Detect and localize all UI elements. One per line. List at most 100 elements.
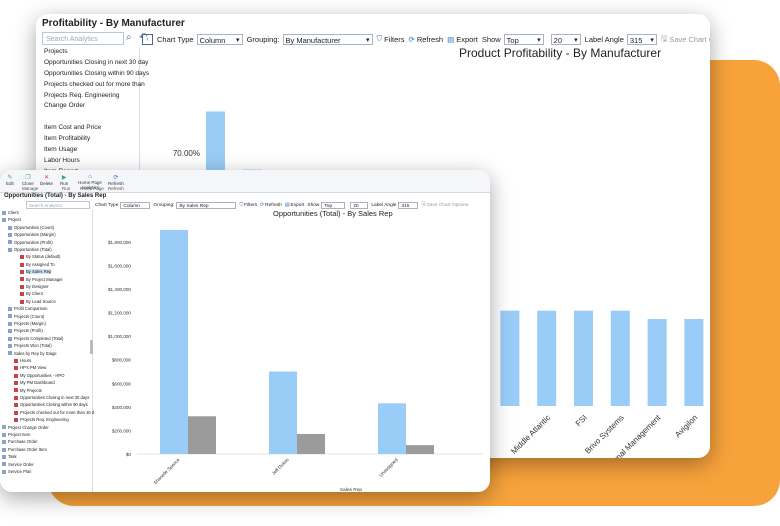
- edit-button[interactable]: ✎ Edit: [6, 175, 14, 186]
- tree-item[interactable]: Opportunities (Profit): [8, 240, 53, 246]
- chart-type-label: Chart Type: [95, 202, 119, 208]
- y-tick-label: $1,600,000: [108, 263, 131, 268]
- tree-item[interactable]: Sales by Rep by Stage: [8, 351, 57, 357]
- search-input[interactable]: Search Analytics: [26, 201, 90, 209]
- tree-item[interactable]: Profit Comparison: [8, 306, 48, 312]
- search-input[interactable]: Search Analytics: [42, 32, 124, 45]
- save-icon[interactable]: 🖫: [421, 202, 426, 207]
- label-angle-select[interactable]: 315: [626, 33, 657, 46]
- tree-item[interactable]: Projects Won (Total): [8, 343, 52, 349]
- chart-type-select[interactable]: Column: [196, 33, 243, 46]
- tree-item[interactable]: Project: [2, 217, 21, 223]
- export-button[interactable]: Export: [290, 202, 305, 208]
- tree-item[interactable]: By Client: [20, 291, 43, 297]
- tree-item[interactable]: Opportunities Closing within 90 days: [44, 69, 150, 77]
- chart-type-select[interactable]: Column: [120, 201, 151, 209]
- tree-item[interactable]: Projects checked out for more than: [44, 80, 145, 88]
- tree-item[interactable]: Projects Req. Engineering: [14, 417, 69, 423]
- tree-item[interactable]: By Designer: [20, 284, 49, 290]
- refresh-button[interactable]: Refresh: [416, 34, 444, 44]
- chart-title: Opportunities (Total) - By Sales Rep: [273, 209, 393, 218]
- refresh-icon[interactable]: ⟳: [260, 202, 265, 208]
- label-angle-select[interactable]: 315: [398, 201, 419, 209]
- tree-item[interactable]: Item Cost and Price: [44, 124, 102, 132]
- tree-item[interactable]: HP's PM View: [14, 365, 46, 371]
- y-tick-label: $1,200,000: [108, 311, 131, 316]
- count-select[interactable]: 20: [350, 201, 369, 209]
- tree-item[interactable]: Project Change Order: [2, 425, 49, 431]
- tree-item[interactable]: Purchase Order Item: [2, 447, 47, 453]
- tree-node-icon: [20, 299, 24, 304]
- filters-button[interactable]: Filters: [384, 34, 405, 44]
- tree-node-icon: [2, 218, 6, 223]
- tree-item[interactable]: Purchase Order: [2, 439, 38, 445]
- y-tick-label: $800,000: [112, 358, 132, 363]
- tree-item[interactable]: By Assigned To: [20, 262, 55, 268]
- tree-item[interactable]: Opportunities (Margin): [8, 232, 56, 238]
- tree-item[interactable]: Opportunities (Count): [8, 225, 54, 231]
- export-icon[interactable]: ▤: [447, 34, 455, 44]
- tree-item[interactable]: Service Plan: [2, 469, 32, 475]
- label-angle-label: Label Angle: [371, 202, 397, 208]
- delete-button[interactable]: ✕ Delete: [40, 175, 54, 186]
- tree-item[interactable]: Projects Completed (Total): [8, 336, 63, 342]
- run-button[interactable]: ▶ Run: [60, 175, 69, 186]
- tree-item[interactable]: By Project Manager: [20, 277, 63, 283]
- tree-node-icon: [2, 469, 6, 474]
- x-tick-label: FSI: [574, 413, 589, 428]
- tree-item[interactable]: Projects (Margin): [8, 321, 46, 327]
- undo-icon[interactable]: ↶: [139, 32, 148, 43]
- collapse-panel-icon[interactable]: ‹: [142, 33, 153, 45]
- tree-item[interactable]: My Opportunities - HPO: [14, 373, 64, 379]
- tree-item[interactable]: Opportunities Closing within 90 days: [14, 402, 88, 408]
- count-select[interactable]: 20: [550, 33, 581, 46]
- tree-item[interactable]: Item Usage: [44, 146, 78, 154]
- tree-item[interactable]: Projects Req. Engineering: [44, 91, 120, 99]
- export-icon[interactable]: ▤: [284, 202, 290, 208]
- bar: [378, 403, 406, 454]
- show-select[interactable]: Top: [503, 33, 544, 46]
- tree-item[interactable]: My PM Dashboard: [14, 380, 55, 386]
- bar: [406, 445, 434, 454]
- tree-item[interactable]: By Lead Source: [20, 299, 56, 305]
- tree-item[interactable]: Labor Hours: [44, 156, 80, 164]
- tree-item[interactable]: Opportunities Closing in next 30 days: [14, 395, 89, 401]
- tree-item[interactable]: Projects: [44, 48, 68, 55]
- tree-item[interactable]: Change Order: [44, 102, 86, 110]
- save-chart-options-button[interactable]: Save Chart Options: [669, 34, 710, 44]
- tree-item[interactable]: Project Item: [2, 432, 30, 438]
- tree-item[interactable]: [36, 112, 139, 123]
- tree-item[interactable]: Hours: [14, 358, 31, 364]
- save-chart-options-button[interactable]: Save Chart Options: [426, 202, 469, 208]
- save-icon[interactable]: 🖫: [660, 33, 668, 43]
- bar: [647, 319, 667, 406]
- ribbon-refresh-button[interactable]: ⟳ Refresh: [108, 175, 124, 186]
- home-page-analytics-button[interactable]: ⌂ Home Page Analytics: [78, 174, 102, 190]
- bar: [684, 319, 704, 406]
- tree-item[interactable]: Opportunities (Total): [8, 247, 52, 253]
- tree-item[interactable]: Task: [2, 454, 17, 460]
- filter-icon[interactable]: ⛉: [376, 34, 383, 43]
- tree-item[interactable]: Projects checked out for more than 30 d: [14, 410, 94, 416]
- splitter-handle[interactable]: [90, 340, 93, 354]
- tree-item[interactable]: Client: [2, 210, 19, 216]
- refresh-icon[interactable]: ⟳: [408, 34, 415, 44]
- filters-button[interactable]: Filters: [244, 202, 258, 208]
- refresh-button[interactable]: Refresh: [265, 202, 282, 208]
- tree-item[interactable]: By Status (default): [20, 254, 60, 260]
- tree-item[interactable]: Projects (Profit): [8, 328, 43, 334]
- tree-item[interactable]: My Projects: [14, 388, 42, 394]
- export-button[interactable]: Export: [456, 34, 478, 44]
- tree-node-icon: [20, 277, 24, 282]
- grouping-select[interactable]: By Sales Rep: [176, 201, 237, 209]
- tree-item[interactable]: Opportunities Closing in next 30 day: [44, 58, 149, 66]
- grouping-select[interactable]: By Manufacturer: [282, 33, 373, 46]
- search-icon[interactable]: ⌕: [126, 32, 132, 43]
- clone-button[interactable]: ❐ Clone: [22, 175, 34, 186]
- tree-item[interactable]: By Sales Rep: [20, 269, 52, 275]
- show-select[interactable]: Top: [321, 201, 346, 209]
- tree-item[interactable]: Service Order: [2, 462, 34, 468]
- tree-item[interactable]: Projects (Count): [8, 314, 44, 320]
- tree-item[interactable]: Item Profitability: [44, 135, 91, 143]
- filter-icon[interactable]: ⛉: [239, 203, 244, 208]
